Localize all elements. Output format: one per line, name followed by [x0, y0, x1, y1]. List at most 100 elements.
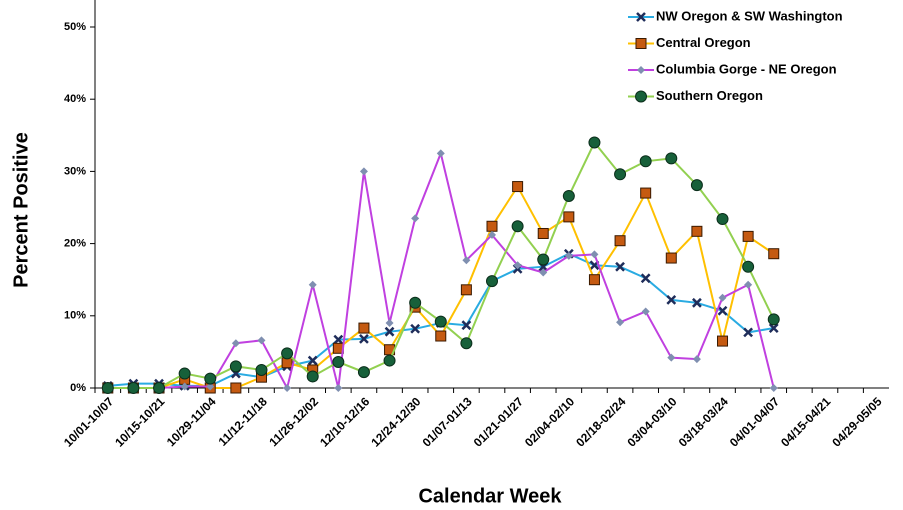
marker	[767, 313, 780, 326]
marker	[257, 336, 266, 345]
marker	[744, 280, 753, 289]
marker	[667, 353, 676, 362]
x-tick-label: 02/18-02/24	[573, 394, 628, 449]
marker	[636, 12, 646, 22]
marker	[742, 230, 754, 242]
x-tick-label: 12/10-12/16	[317, 394, 372, 449]
marker	[635, 90, 647, 103]
legend-item: Central Oregon	[628, 35, 751, 50]
y-tick-label: 50%	[64, 21, 86, 33]
marker	[564, 251, 573, 260]
series-line	[107, 150, 775, 391]
marker	[488, 230, 496, 239]
marker	[637, 66, 645, 74]
marker	[537, 227, 549, 239]
marker	[357, 366, 370, 379]
marker-x	[743, 327, 754, 338]
x-tick-label: 02/04-02/10	[522, 394, 577, 449]
y-tick-label: 10%	[64, 310, 86, 322]
legend-text: Columbia Gorge - NE Oregon	[656, 61, 837, 76]
marker	[462, 256, 471, 265]
marker	[434, 315, 447, 328]
marker	[616, 318, 625, 327]
x-tick-label: 10/29-11/04	[164, 394, 219, 449]
legend-item: NW Oregon & SW Washington	[628, 8, 843, 23]
marker	[743, 327, 754, 338]
marker	[614, 235, 626, 247]
marker	[306, 370, 319, 383]
marker	[308, 280, 317, 289]
marker	[640, 187, 652, 199]
marker	[461, 320, 472, 331]
x-tick-label: 01/07-01/13	[420, 394, 475, 449]
marker	[333, 334, 344, 345]
marker	[635, 38, 647, 49]
marker	[511, 220, 524, 233]
series-line	[107, 140, 775, 389]
marker	[588, 274, 600, 286]
x-tick-label: 10/15-10/21	[112, 394, 167, 449]
marker	[512, 181, 524, 193]
marker-x	[307, 355, 318, 366]
marker	[127, 382, 140, 394]
marker	[229, 360, 242, 373]
marker	[665, 152, 678, 165]
marker	[641, 307, 650, 316]
marker	[101, 382, 114, 394]
legend-text: NW Oregon & SW Washington	[656, 8, 843, 23]
legend-item: Southern Oregon	[628, 88, 763, 103]
marker-x	[333, 334, 344, 345]
marker	[537, 253, 550, 266]
marker	[359, 334, 369, 344]
marker-x	[636, 12, 646, 22]
marker	[513, 261, 522, 270]
x-tick-label: 11/12-11/18	[216, 394, 270, 448]
x-tick-label: 12/24-12/30	[368, 394, 423, 449]
series	[101, 136, 780, 394]
y-tick-label: 20%	[64, 238, 86, 250]
marker	[639, 155, 652, 168]
marker	[180, 382, 189, 391]
marker	[692, 355, 701, 364]
x-tick-label: 04/29-05/05	[829, 394, 884, 449]
x-axis-label: Calendar Week	[418, 485, 562, 507]
x-tick-label: 04/01-04/07	[727, 394, 782, 449]
marker	[358, 322, 370, 334]
legend-text: Central Oregon	[656, 35, 751, 50]
marker	[691, 225, 703, 237]
marker-x	[768, 323, 779, 333]
marker	[334, 384, 343, 392]
x-tick-label: 03/18-03/24	[676, 394, 731, 449]
marker	[411, 214, 420, 223]
marker-x	[384, 326, 395, 337]
marker	[690, 179, 703, 192]
marker	[206, 382, 215, 391]
series	[103, 149, 778, 392]
marker-x	[717, 305, 728, 316]
marker	[590, 250, 599, 259]
marker	[435, 330, 447, 342]
marker	[717, 305, 728, 316]
marker	[359, 167, 368, 176]
marker	[460, 337, 473, 350]
marker	[307, 355, 318, 366]
x-tick-label: 10/01-10/07	[61, 394, 116, 449]
marker	[615, 261, 625, 272]
marker	[768, 248, 780, 260]
marker	[204, 372, 217, 385]
marker	[768, 323, 779, 333]
marker	[230, 382, 242, 394]
marker	[255, 363, 268, 376]
y-tick-label: 30%	[64, 165, 86, 177]
marker-x	[615, 261, 625, 272]
marker	[486, 275, 498, 288]
marker	[716, 213, 729, 226]
marker	[231, 339, 240, 348]
marker	[614, 168, 627, 181]
marker	[539, 268, 548, 277]
marker	[281, 347, 294, 360]
marker	[486, 220, 498, 232]
marker	[383, 354, 396, 367]
marker	[588, 136, 601, 149]
